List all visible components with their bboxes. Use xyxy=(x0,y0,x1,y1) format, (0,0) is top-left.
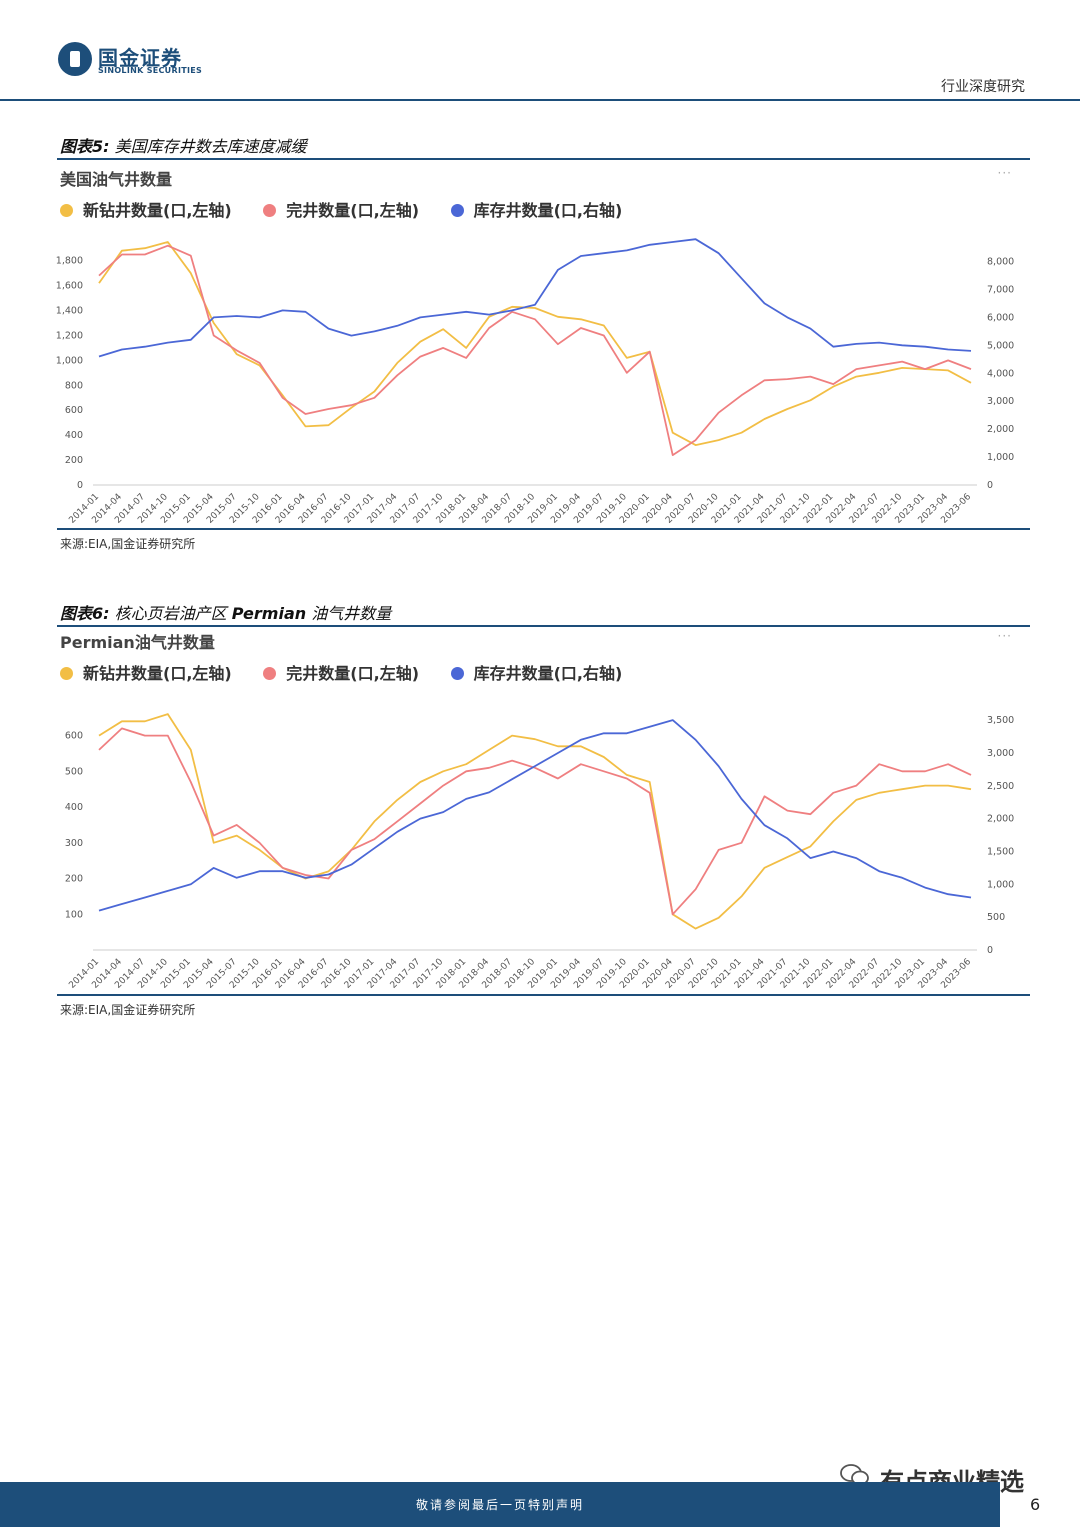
figure5-bottom-rule xyxy=(57,528,1030,530)
right-axis-tick-label: 2,000 xyxy=(987,424,1014,435)
figure6-chart: 100 200 300 400 500 600 0 500 1,000 1,500 2,000 2,5… xyxy=(65,713,1014,990)
legend-dot-icon xyxy=(450,667,464,680)
document-type: 行业深度研究 xyxy=(941,79,1025,95)
figure6-title: 图表6: 核心页岩油产区 Permian 油气井数量 xyxy=(60,600,391,624)
wechat-icon xyxy=(840,1464,869,1486)
right-axis-tick-label: 8,000 xyxy=(987,257,1014,268)
footer-disclaimer: 敬请参阅最后一页特别声明 xyxy=(415,1498,584,1512)
left-axis-tick-label: 600 xyxy=(65,405,83,416)
figure6-top-rule xyxy=(57,625,1030,627)
legend-item-completed[interactable]: 完井数量(口,左轴) xyxy=(263,660,419,684)
series-line-duc[interactable] xyxy=(98,238,972,358)
figure5-chart: 0 200 400 600 800 1,000 1,200 1,400 1,600 1,800 0 1… xyxy=(56,238,1014,525)
right-axis-tick-label: 7,000 xyxy=(987,284,1014,295)
series-line-drilled[interactable] xyxy=(98,241,972,446)
legend-item-drilled[interactable]: 新钻井数量(口,左轴) xyxy=(60,197,232,221)
right-axis-tick-label: 3,000 xyxy=(987,396,1014,407)
left-axis-tick-label: 200 xyxy=(65,874,83,885)
right-axis-tick-label: 6,000 xyxy=(987,312,1014,323)
right-axis-tick-label: 1,000 xyxy=(987,879,1014,890)
figure6-source: 来源:EIA,国金证券研究所 xyxy=(60,1003,196,1017)
figure5-top-rule xyxy=(57,158,1030,160)
left-axis-tick-label: 300 xyxy=(65,838,83,849)
right-axis-tick-label: 3,000 xyxy=(987,748,1014,759)
legend-item-completed[interactable]: 完井数量(口,左轴) xyxy=(263,197,419,221)
right-axis-tick-label: 4,000 xyxy=(987,368,1014,379)
page-number: 6 xyxy=(1030,1495,1041,1514)
figure6-title-pre: 核心页岩油产区 xyxy=(114,604,227,623)
legend-dot-icon xyxy=(60,204,73,217)
left-axis-tick-label: 0 xyxy=(77,480,83,491)
legend-item-drilled[interactable]: 新钻井数量(口,左轴) xyxy=(60,660,232,684)
figure5-title: 图表5: 美国库存井数去库速度减缓 xyxy=(60,133,307,157)
figure6-panel-title: Permian油气井数量 xyxy=(60,633,215,652)
right-axis-tick-label: 2,500 xyxy=(987,781,1014,792)
left-axis-tick-label: 400 xyxy=(65,802,83,813)
header-divider xyxy=(0,99,1080,101)
series-line-completed[interactable] xyxy=(98,244,972,456)
left-axis-tick-label: 200 xyxy=(65,455,83,466)
figure6-bottom-rule xyxy=(57,994,1030,996)
figure5-legend: 新钻井数量(口,左轴) 完井数量(口,左轴) 库存井数量(口,右轴) xyxy=(60,197,648,221)
series-line-drilled[interactable] xyxy=(98,713,972,930)
brand-name-en: SINOLINK SECURITIES xyxy=(98,66,203,75)
legend-item-duc[interactable]: 库存井数量(口,右轴) xyxy=(450,660,622,684)
figure6-legend: 新钻井数量(口,左轴) 完井数量(口,左轴) 库存井数量(口,右轴) xyxy=(60,660,648,684)
sinolink-logo-icon xyxy=(58,42,92,76)
figure6-title-post: 油气井数量 xyxy=(311,604,392,623)
legend-dot-icon xyxy=(263,667,277,680)
left-axis-tick-label: 600 xyxy=(65,731,83,742)
series-line-completed[interactable] xyxy=(98,727,972,916)
legend-dot-icon xyxy=(263,204,277,217)
brand-name-cn: 国金证券 xyxy=(98,46,182,70)
left-axis-tick-label: 1,800 xyxy=(56,256,83,267)
figure5-more-icon[interactable]: ··· xyxy=(997,166,1012,180)
figure5-panel-title: 美国油气井数量 xyxy=(60,170,173,189)
legend-dot-icon xyxy=(60,667,73,680)
right-axis-tick-label: 0 xyxy=(987,480,993,491)
figure5-label: 图表5: xyxy=(60,137,110,156)
left-axis-tick-label: 1,600 xyxy=(56,281,83,292)
legend-dot-icon xyxy=(450,204,464,217)
left-axis-tick-label: 1,000 xyxy=(56,355,83,366)
page-header: 国金证券 SINOLINK SECURITIES 行业深度研究 xyxy=(0,0,1080,102)
footer-bar xyxy=(0,1482,1000,1527)
figure6-title-em: Permian xyxy=(231,604,307,623)
left-axis-tick-label: 400 xyxy=(65,430,83,441)
series-line-duc[interactable] xyxy=(98,719,972,912)
legend-item-duc[interactable]: 库存井数量(口,右轴) xyxy=(450,197,622,221)
right-axis-tick-label: 3,500 xyxy=(987,715,1014,726)
figure6-label: 图表6: xyxy=(60,604,110,623)
left-axis-tick-label: 1,400 xyxy=(56,306,83,317)
right-axis-tick-label: 0 xyxy=(987,945,993,956)
right-axis-tick-label: 500 xyxy=(987,912,1005,923)
right-axis-tick-label: 2,000 xyxy=(987,814,1014,825)
figure6-more-icon[interactable]: ··· xyxy=(997,629,1012,643)
left-axis-tick-label: 500 xyxy=(65,766,83,777)
left-axis-tick-label: 1,200 xyxy=(56,330,83,341)
right-axis-tick-label: 1,500 xyxy=(987,846,1014,857)
left-axis-tick-label: 800 xyxy=(65,380,83,391)
figure5-source: 来源:EIA,国金证券研究所 xyxy=(60,537,196,551)
figure5-title-text: 美国库存井数去库速度减缓 xyxy=(114,137,307,156)
right-axis-tick-label: 1,000 xyxy=(987,452,1014,463)
left-axis-tick-label: 100 xyxy=(65,909,83,920)
right-axis-tick-label: 5,000 xyxy=(987,340,1014,351)
